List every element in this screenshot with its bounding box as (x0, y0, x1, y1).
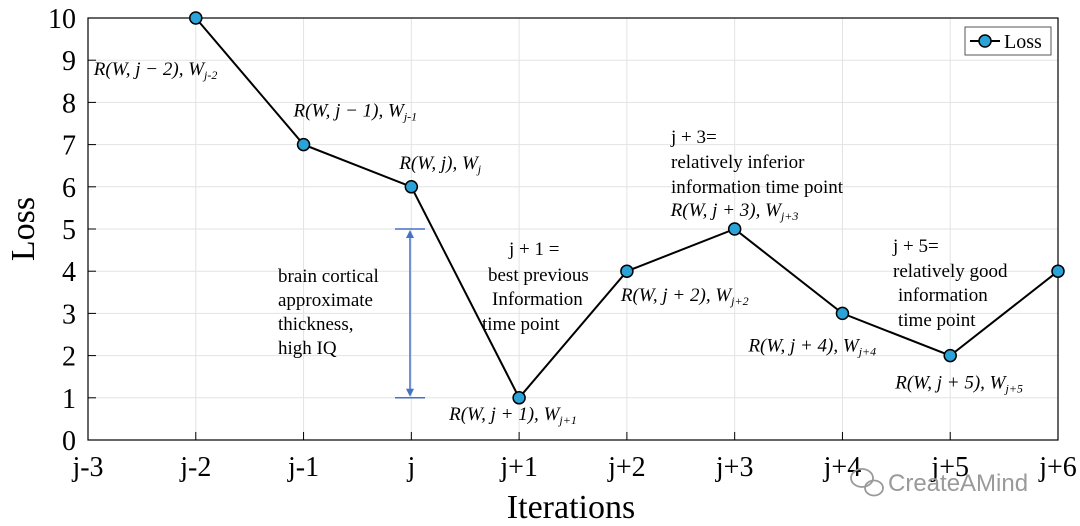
bracket-arrow-down (406, 388, 414, 397)
x-tick-label: j+3 (715, 452, 754, 483)
thickness-bracket (395, 228, 425, 399)
point-labels: R(W, j − 2), Wj-2 R(W, j − 1), Wj-1 R(W, j… (93, 59, 1023, 427)
bracket-note-line-2: approximate (278, 290, 373, 311)
point-label: R(W, j + 2), Wj+2 (620, 285, 749, 308)
x-tick-label: j (406, 452, 415, 483)
y-tick-label: 3 (62, 299, 76, 330)
y-tick-label: 0 (62, 426, 76, 457)
y-tick-label: 6 (62, 173, 76, 204)
y-tick-label: 1 (62, 384, 76, 415)
bracket-arrow-up (406, 230, 414, 238)
x-axis: j-3 j-2 j-1 j j+1 j+2 j+3 j+4 j+5 j+6 (71, 432, 1077, 483)
data-point (1051, 264, 1065, 278)
y-tick-label: 9 (62, 46, 76, 77)
j1-note-line-3: Information (492, 289, 583, 310)
point-label: R(W, j + 1), Wj+1 (448, 404, 577, 427)
j1-note-line-2: best previous (488, 265, 589, 286)
j5-note-line-4: time point (898, 310, 976, 331)
wechat-icon (850, 468, 884, 497)
data-point (512, 391, 526, 405)
legend-label: Loss (1004, 31, 1042, 53)
bracket-note-line-3: thickness, (278, 314, 353, 335)
j3-note-line-3: information time point (671, 177, 844, 198)
y-tick-label: 2 (62, 342, 76, 373)
j3-note: j + 3= relatively inferior information t… (670, 127, 844, 198)
x-tick-label: j+4 (823, 452, 862, 483)
bracket-note-line-4: high IQ (278, 338, 337, 359)
x-axis-title: Iterations (507, 489, 635, 526)
point-label: R(W, j + 4), Wj+4 (747, 335, 876, 358)
x-tick-label: j+5 (930, 452, 969, 483)
j3-note-line-1: j + 3= (670, 127, 717, 148)
j5-note-line-1: j + 5= (892, 236, 939, 257)
watermark-text: CreateAMind (888, 470, 1028, 497)
point-label: R(W, j − 1), Wj-1 (293, 101, 418, 124)
y-tick-label: 10 (48, 4, 76, 35)
data-point (835, 306, 850, 321)
j3-note-line-2: relatively inferior (671, 152, 805, 173)
j5-note: j + 5= relatively good information time … (892, 236, 1008, 331)
bracket-note-line-1: brain cortical (278, 266, 379, 287)
legend: Loss (964, 26, 1052, 56)
x-tick-label: j+6 (1038, 452, 1077, 483)
data-point (296, 137, 311, 152)
point-label: R(W, j), Wj (398, 153, 481, 176)
data-point (620, 264, 634, 278)
x-tick-label: j-1 (287, 452, 319, 483)
y-tick-label: 4 (62, 257, 76, 288)
point-label: R(W, j − 2), Wj-2 (93, 59, 218, 82)
y-tick-label: 7 (62, 131, 76, 162)
j1-note-line-1: j + 1 = (508, 239, 559, 260)
point-label: R(W, j + 5), Wj+5 (894, 373, 1023, 396)
x-tick-label: j-3 (71, 452, 103, 483)
point-label: R(W, j + 3), Wj+3 (670, 200, 799, 223)
y-axis: 0 1 2 3 4 5 6 7 8 9 10 (48, 4, 96, 457)
bracket-note: brain cortical approximate thickness, hi… (278, 266, 379, 359)
data-point (189, 11, 203, 25)
watermark: CreateAMind (850, 468, 1028, 497)
j5-note-line-2: relatively good (893, 261, 1008, 282)
data-point (404, 180, 419, 194)
x-tick-label: j-2 (179, 452, 211, 483)
data-point (943, 348, 957, 363)
y-tick-label: 8 (62, 88, 76, 119)
x-tick-label: j+1 (499, 452, 538, 483)
loss-series (189, 11, 1065, 405)
data-point (727, 222, 742, 236)
y-tick-label: 5 (62, 215, 76, 246)
j5-note-line-3: information (898, 285, 988, 306)
legend-marker (978, 34, 992, 48)
y-axis-title: Loss (5, 197, 42, 261)
x-tick-label: j+2 (607, 452, 646, 483)
j1-note: j + 1 = best previous Information time p… (482, 239, 589, 335)
grid-lines (88, 18, 1058, 440)
j1-note-line-4: time point (482, 314, 560, 335)
